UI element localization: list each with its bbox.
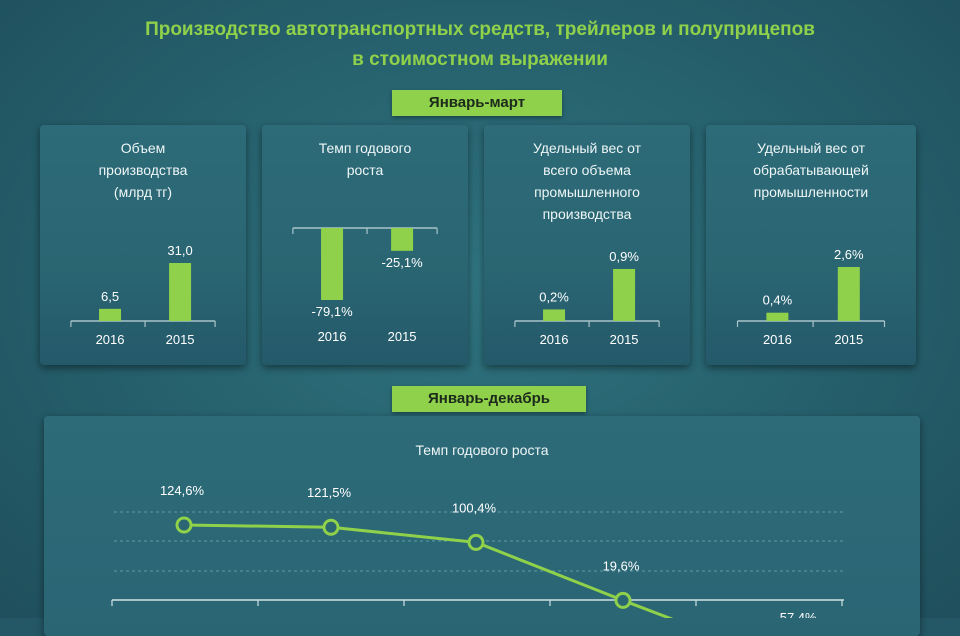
page-subtitle: в стоимостном выражении — [352, 49, 608, 70]
data-label: 121,5% — [307, 485, 352, 500]
bar — [837, 267, 860, 321]
panel-title-line: Темп годового — [318, 140, 412, 156]
bar — [391, 228, 414, 251]
category-label: 2016 — [96, 332, 125, 347]
bar — [543, 309, 566, 321]
panel-title-line: производства — [98, 162, 188, 178]
data-point — [467, 533, 485, 551]
category-label: 2015 — [388, 329, 417, 344]
data-point — [322, 518, 340, 536]
bar — [766, 312, 789, 321]
volume-bar-chart: 6,5 2016 31,0 2015 — [70, 243, 216, 347]
panel-title-line: промышленного — [534, 184, 640, 200]
panel-title-volume: Объем производства (млрд тг) — [40, 137, 246, 203]
bar — [613, 269, 636, 321]
panel-title-line: Удельный вес от — [532, 140, 642, 156]
section-label-q1: Январь-март — [392, 90, 562, 116]
panel-title-manufacturing-share: Удельный вес от обрабатывающей промышлен… — [706, 137, 916, 203]
panel-industry-share: Удельный вес от всего объема промышленно… — [484, 125, 690, 365]
panel-title-line: обрабатывающей — [753, 162, 869, 178]
category-label: 2015 — [166, 332, 195, 347]
section-label-year: Январь-декабрь — [392, 386, 586, 412]
data-label: 19,6% — [603, 558, 640, 573]
category-label: 2015 — [834, 332, 863, 347]
data-label: 31,0 — [167, 243, 192, 258]
data-label: -79,1% — [311, 304, 353, 319]
panel-title-line: (млрд тг) — [113, 184, 173, 200]
panel-title-line: роста — [346, 162, 384, 178]
panel-volume: Объем производства (млрд тг) 6,5 2016 31,0… — [40, 125, 246, 365]
annual-growth-line-chart: 124,6% 121,5% 100,4% 19,6% -57,4% — [111, 483, 844, 618]
data-point — [175, 516, 193, 534]
panel-manufacturing-share: Удельный вес от обрабатывающей промышлен… — [706, 125, 916, 365]
bar — [169, 263, 192, 321]
panel-title-line: производства — [542, 206, 632, 222]
category-label: 2016 — [763, 332, 792, 347]
data-point — [614, 591, 632, 609]
data-label: 0,9% — [609, 249, 639, 264]
category-label: 2016 — [318, 329, 347, 344]
data-label: 0,4% — [763, 293, 793, 308]
bar — [99, 308, 122, 321]
data-label: 0,2% — [539, 289, 569, 304]
data-label: 2,6% — [834, 247, 864, 262]
panel-title-line: Удельный вес от — [756, 140, 866, 156]
data-label: 6,5 — [101, 289, 119, 304]
industry-share-bar-chart: 0,2% 2016 0,9% 2015 — [514, 249, 660, 347]
panel-title-line: всего объема — [543, 162, 631, 178]
bar — [321, 228, 344, 300]
category-label: 2016 — [540, 332, 569, 347]
panel-title-industry-share: Удельный вес от всего объема промышленно… — [484, 137, 690, 225]
panel-title-line: промышленности — [753, 184, 869, 200]
panel-annual-growth: Темп годового роста 124,6% 121,5% 100,4% 19… — [44, 416, 920, 636]
annual-growth-title: Темп годового роста — [415, 442, 549, 458]
page-title: Производство автотранспортных средств, т… — [145, 19, 815, 40]
data-label: -57,4% — [775, 610, 817, 618]
panel-growth: Темп годового роста -79,1% 2016 -25,1% 2015 — [262, 125, 468, 365]
panel-title-line: Объем — [120, 140, 166, 156]
category-label: 2015 — [610, 332, 639, 347]
manufacturing-share-bar-chart: 0,4% 2016 2,6% 2015 — [736, 247, 886, 347]
data-label: 124,6% — [160, 483, 205, 498]
panel-title-growth: Темп годового роста — [262, 137, 468, 181]
data-label: 100,4% — [452, 500, 497, 515]
growth-bar-chart: -79,1% 2016 -25,1% 2015 — [292, 227, 438, 344]
data-label: -25,1% — [381, 255, 423, 270]
